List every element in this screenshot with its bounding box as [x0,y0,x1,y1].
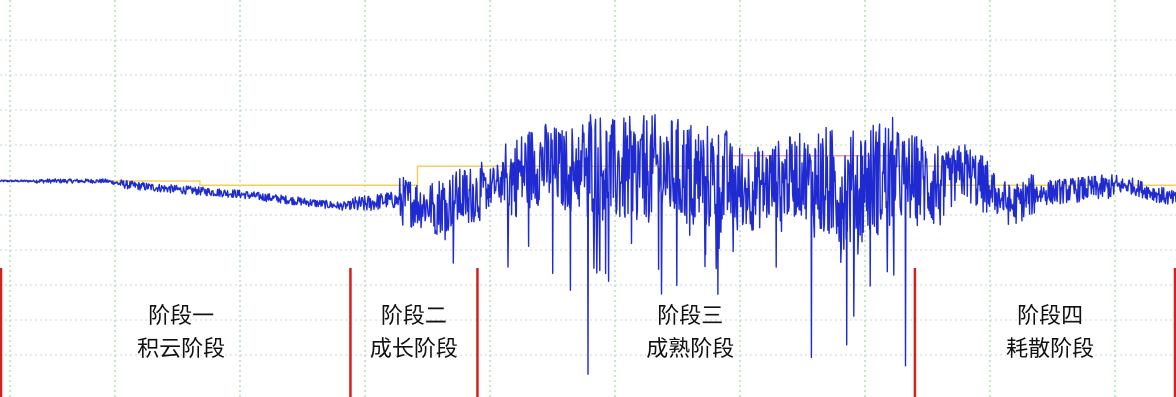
stage-label-4: 阶段四 耗散阶段 [990,300,1110,366]
stage-number: 阶段三 [657,304,724,329]
stage-number: 阶段二 [380,304,447,329]
stage-number: 阶段四 [1017,304,1084,329]
stage-label-3: 阶段三 成熟阶段 [630,300,750,366]
stage-label-1: 阶段一 积云阶段 [121,300,241,366]
stage-number: 阶段一 [148,304,215,329]
stage-boundaries [0,268,1176,397]
stage-name: 成长阶段 [369,337,458,362]
stage-name: 积云阶段 [137,337,226,362]
stage-name: 耗散阶段 [1006,337,1095,362]
stage-name: 成熟阶段 [646,337,735,362]
signal-line [0,114,1176,375]
series-group [0,114,1176,375]
stage-label-2: 阶段二 成长阶段 [354,300,474,366]
